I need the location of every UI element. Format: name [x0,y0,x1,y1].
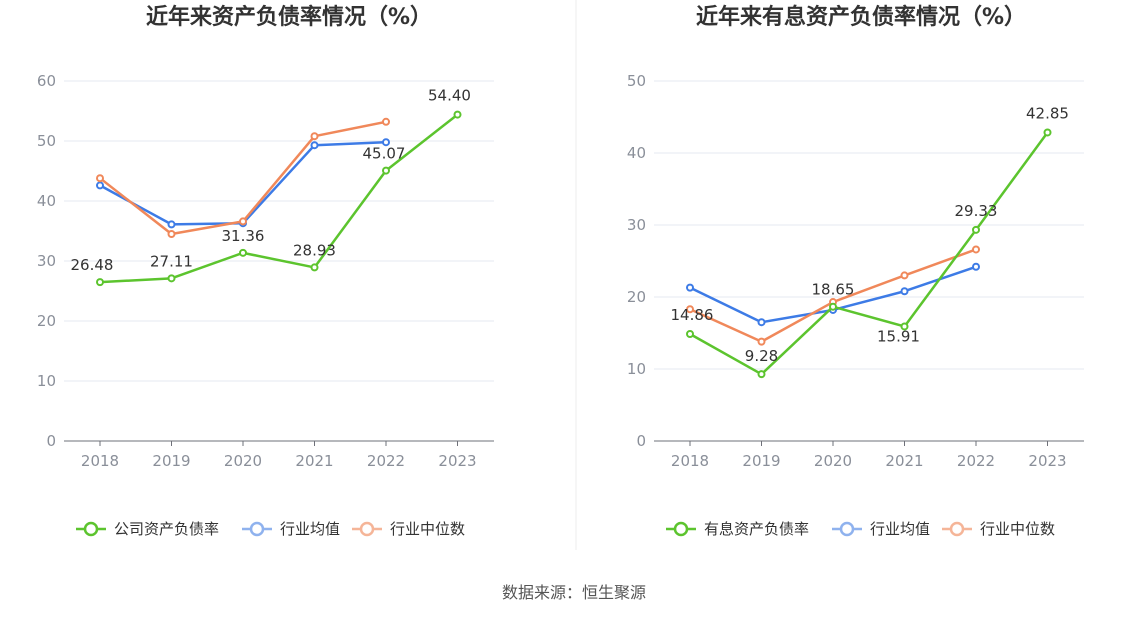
y-tick-label: 20 [37,312,56,330]
legend-label: 行业均值 [870,520,930,538]
data-point [382,166,390,175]
data-point [167,274,176,283]
data-point [239,217,247,226]
data-label: 26.48 [71,256,114,274]
legend-item: 行业中位数 [942,520,1055,538]
data-point [1043,128,1052,137]
data-point [239,248,247,257]
legend-label: 公司资产负债率 [114,520,219,538]
legend-item: 行业中位数 [352,520,465,538]
x-tick-label: 2019 [742,452,780,470]
legend-item: 公司资产负债率 [76,520,219,538]
data-label: 18.65 [812,281,855,299]
data-label: 42.85 [1026,104,1069,122]
data-point [757,337,766,346]
interest-bearing-debt-ratio-chart: 近年来有息资产负债率情况（%） 0 10 20 30 40 50 2018 2019 2020 20… [627,4,1084,538]
legend-item: 行业均值 [242,520,340,538]
legend-label: 行业中位数 [390,520,465,538]
data-label: 27.11 [150,252,193,270]
data-label: 28.93 [293,241,336,259]
data-point [382,117,390,126]
data-label: 31.36 [222,227,265,245]
x-tick-label: 2018 [81,452,119,470]
x-tick-label: 2020 [814,452,852,470]
x-tick-label: 2022 [367,452,405,470]
y-tick-label: 30 [37,252,56,270]
data-point [96,174,104,183]
legend-label: 行业均值 [280,520,340,538]
legend-item: 有息资产负债率 [666,520,809,538]
data-point [96,278,104,287]
x-tick-label: 2018 [671,452,709,470]
legend-label: 有息资产负债率 [704,520,809,538]
data-label: 29.33 [955,202,998,220]
chart-title: 近年来资产负债率情况（%） [146,4,432,30]
chart-title: 近年来有息资产负债率情况（%） [696,4,1026,30]
data-point [972,262,980,271]
data-point [453,110,462,119]
series-line [99,113,459,284]
data-point [167,230,176,238]
data-point [757,370,766,379]
data-point [972,225,980,234]
data-point [900,322,909,331]
y-tick-label: 20 [627,288,646,306]
x-tick-label: 2023 [1028,452,1066,470]
legend-marker [249,521,265,537]
data-point [310,263,319,272]
data-label: 45.07 [363,145,406,163]
x-tick-label: 2019 [152,452,190,470]
data-point [686,330,694,339]
y-tick-label: 30 [627,216,646,234]
source-note: 数据来源：恒生聚源 [502,583,646,602]
y-tick-label: 60 [37,72,56,90]
y-tick-label: 0 [636,432,646,450]
data-point [686,283,694,292]
y-tick-label: 10 [37,372,56,390]
data-point [310,132,319,141]
data-point [310,141,319,150]
series-line [689,131,1049,376]
legend-marker [949,521,965,537]
data-point [96,181,104,190]
x-tick-label: 2023 [438,452,476,470]
x-tick-label: 2020 [224,452,262,470]
x-tick-label: 2021 [885,452,923,470]
data-point [167,220,176,229]
x-tick-label: 2021 [295,452,333,470]
y-tick-label: 50 [37,132,56,150]
legend-marker [83,521,99,537]
legend-marker [673,521,689,537]
data-label: 9.28 [745,347,778,365]
data-point [382,138,390,147]
y-tick-label: 40 [627,144,646,162]
data-point [972,245,980,254]
debt-ratio-chart: 近年来资产负债率情况（%） 0 10 20 30 40 50 60 2018 2019 2020 20… [37,4,494,538]
data-point [829,302,837,311]
legend-marker [359,521,375,537]
data-point [900,287,909,296]
data-point [757,318,766,327]
y-tick-label: 0 [46,432,56,450]
x-tick-label: 2022 [957,452,995,470]
data-label: 15.91 [877,327,920,345]
y-tick-label: 40 [37,192,56,210]
data-label: 14.86 [671,306,714,324]
series-line [99,120,387,236]
y-tick-label: 10 [627,360,646,378]
data-label: 54.40 [428,87,471,105]
legend-item: 行业均值 [832,520,930,538]
legend-label: 行业中位数 [980,520,1055,538]
data-point [686,305,694,314]
legend-marker [839,521,855,537]
y-tick-label: 50 [627,72,646,90]
data-point [900,271,909,280]
